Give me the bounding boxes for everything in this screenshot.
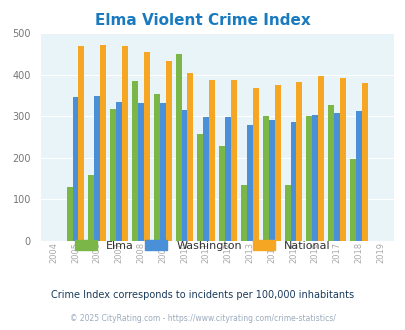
Bar (284, 185, 290, 241)
Bar (100, 45, 106, 241)
Bar (153, 94, 159, 241)
Bar (197, 134, 203, 241)
Bar (175, 54, 181, 241)
Bar (88, 175, 94, 241)
Bar (246, 125, 252, 241)
Bar (225, 116, 230, 241)
Bar (165, 61, 171, 241)
Bar (296, 82, 302, 241)
Bar (355, 111, 361, 241)
Bar (339, 78, 345, 241)
Bar (181, 110, 187, 241)
Bar (203, 116, 209, 241)
Text: © 2025 CityRating.com - https://www.cityrating.com/crime-statistics/: © 2025 CityRating.com - https://www.city… (70, 314, 335, 323)
Bar (318, 76, 323, 241)
Bar (159, 103, 165, 241)
Bar (110, 109, 116, 241)
Bar (268, 120, 274, 241)
Bar (328, 105, 333, 241)
Bar (230, 80, 237, 241)
Bar (361, 83, 367, 241)
Bar (143, 52, 149, 241)
Bar (274, 84, 280, 241)
Bar (116, 102, 122, 241)
Legend: Elma, Washington, National: Elma, Washington, National (70, 236, 335, 255)
Bar (72, 97, 78, 241)
Bar (252, 88, 258, 241)
Bar (333, 113, 339, 241)
Bar (311, 115, 318, 241)
Bar (122, 46, 128, 241)
Bar (132, 81, 138, 241)
Bar (209, 80, 215, 241)
Text: Crime Index corresponds to incidents per 100,000 inhabitants: Crime Index corresponds to incidents per… (51, 290, 354, 300)
Text: Elma Violent Crime Index: Elma Violent Crime Index (95, 13, 310, 28)
Bar (66, 187, 72, 241)
Bar (241, 185, 246, 241)
Bar (290, 122, 296, 241)
Bar (78, 46, 84, 241)
Bar (187, 73, 193, 241)
Bar (94, 96, 100, 241)
Bar (138, 103, 143, 241)
Bar (219, 146, 225, 241)
Bar (306, 116, 311, 241)
Bar (349, 159, 355, 241)
Bar (262, 116, 268, 241)
